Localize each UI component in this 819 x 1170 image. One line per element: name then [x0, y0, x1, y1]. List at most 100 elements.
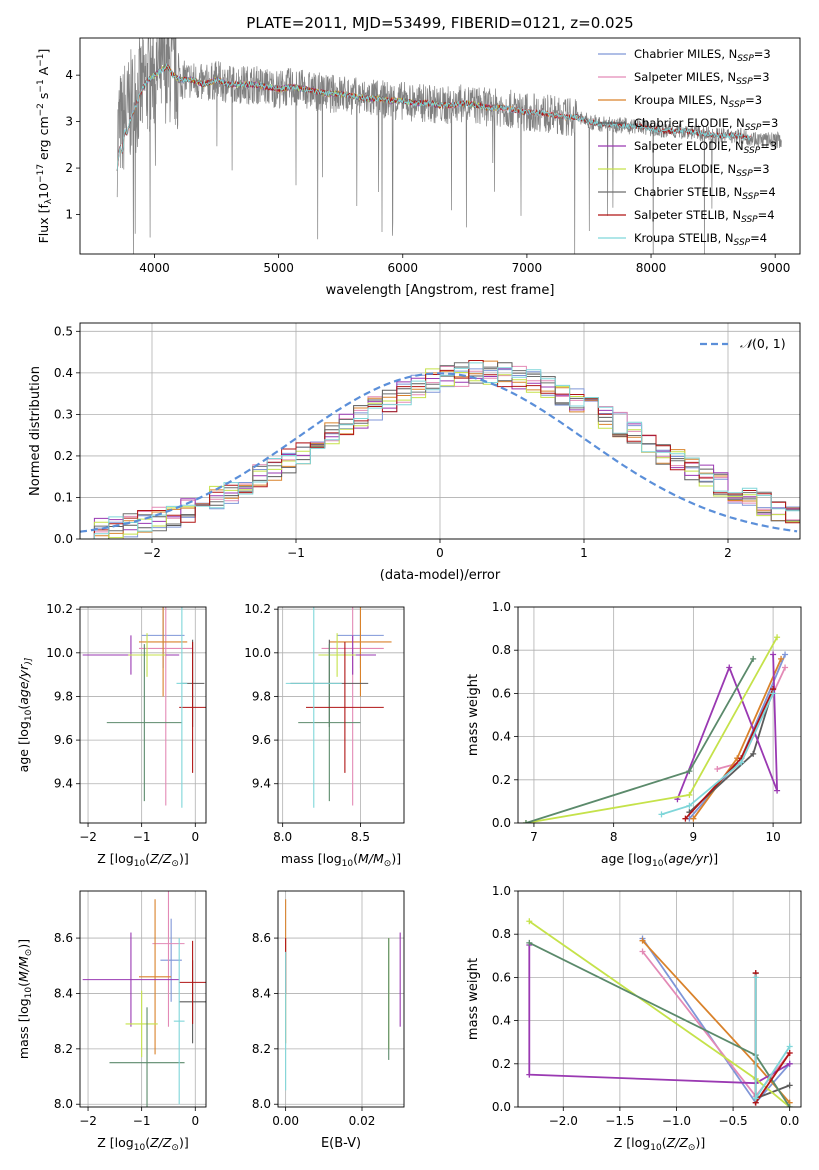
legend-entry: Salpeter MILES, NSSP=3 — [634, 70, 770, 87]
weight-marker — [714, 766, 721, 772]
errorbar-point — [306, 641, 384, 773]
y-tick-label: 8.4 — [54, 986, 73, 1000]
x-axis-label: age [log10(age/yr)] — [601, 851, 718, 869]
x-tick-label: 10 — [765, 830, 780, 844]
weight-marker — [686, 791, 693, 798]
weight-line — [661, 693, 774, 816]
x-axis-label: Z [log10(Z/Z⊙)] — [614, 1135, 705, 1153]
x-tick-label: 6000 — [387, 261, 418, 275]
y-tick-label: 10.2 — [46, 602, 73, 616]
y-tick-label: 9.8 — [54, 689, 73, 703]
errorbar-point — [138, 607, 188, 697]
y-tick-label: 0.2 — [54, 449, 73, 463]
axes-frame — [277, 890, 405, 1108]
weight-line — [641, 940, 791, 1104]
x-tick-label: −1 — [133, 1114, 151, 1128]
legend-entry: 𝒩(0, 1) — [740, 336, 786, 351]
weight-marker — [682, 815, 689, 822]
x-tick-label: 0 — [191, 830, 199, 844]
x-tick-label: 9000 — [760, 261, 791, 275]
x-axis-label: Z [log10(Z/Z⊙)] — [97, 851, 188, 869]
weight-marker — [786, 1043, 793, 1050]
x-tick-label: 7000 — [512, 261, 543, 275]
y-tick-label: 8.4 — [252, 986, 271, 1000]
x-tick-label: −1.0 — [662, 1114, 691, 1128]
x-tick-label: −2 — [79, 1114, 97, 1128]
weight-marker — [778, 655, 785, 662]
weight-marker — [752, 974, 759, 981]
y-tick-label: 0.5 — [54, 324, 73, 338]
x-tick-label: −2.0 — [549, 1114, 578, 1128]
x-tick-label: 0 — [436, 546, 444, 560]
weight-line — [528, 945, 791, 1085]
y-tick-label: 0.8 — [492, 643, 511, 657]
y-tick-label: 1 — [65, 208, 73, 222]
x-axis-label: E(B-V) — [321, 1136, 361, 1151]
plot-area — [526, 918, 793, 1107]
y-tick-label: 0.0 — [492, 1100, 511, 1114]
errorbar-point — [125, 990, 158, 1058]
panel-mass-vs-Z: −2 −1 0 8.0 8.2 8.4 8.6 Z [log10(Z/Z⊙)] mass [lo… — [16, 890, 207, 1153]
y-axis-label: mass weight — [466, 674, 481, 756]
y-tick-label: 0.8 — [492, 927, 511, 941]
y-tick-label: 9.6 — [252, 733, 271, 747]
errorbar-point — [179, 641, 206, 773]
y-tick-label: 0.4 — [492, 730, 511, 744]
y-tick-label: 9.8 — [252, 689, 271, 703]
panel-weight-vs-age: 7 8 9 10 0.0 0.2 0.4 0.6 0.8 1.0 age [log10(age/yr… — [466, 600, 802, 869]
weight-marker — [726, 664, 733, 671]
panel-residuals: −2 −1 0 1 2 0.0 0.1 0.2 0.3 0.4 0.5 𝒩(0, 1) (data-mo… — [28, 322, 801, 583]
weight-marker — [526, 918, 533, 925]
figure-title: PLATE=2011, MJD=53499, FIBERID=0121, z=0… — [246, 14, 633, 32]
x-tick-label: 0.02 — [349, 1114, 376, 1128]
plot-area — [80, 360, 800, 539]
weight-marker — [686, 768, 693, 775]
y-tick-label: 2 — [65, 161, 73, 175]
x-tick-label: 1 — [580, 546, 588, 560]
y-axis-label: mass weight — [466, 958, 481, 1040]
y-tick-label: 8.6 — [252, 931, 271, 945]
x-tick-label: 8 — [610, 830, 618, 844]
plot-area — [82, 607, 206, 808]
plot-area — [285, 899, 401, 1091]
y-tick-label: 10.0 — [244, 646, 271, 660]
weight-marker — [752, 1095, 759, 1102]
weight-marker — [786, 1082, 793, 1089]
weight-line — [525, 636, 778, 823]
legend-entry: Chabrier STELIB, NSSP=4 — [634, 185, 776, 202]
panel-weight-vs-Z: −2.0 −1.5 −1.0 −0.5 0.0 0.0 0.2 0.4 0.6 0.8 1.0 Z [… — [466, 884, 802, 1153]
model-spectrum-line — [116, 62, 751, 171]
y-tick-label: 9.6 — [54, 733, 73, 747]
errorbar-point — [329, 607, 392, 697]
x-tick-label: 2 — [724, 546, 732, 560]
x-tick-label: 0.0 — [780, 1114, 799, 1128]
residuals-legend: 𝒩(0, 1) — [700, 336, 786, 351]
y-tick-label: 0.4 — [54, 366, 73, 380]
weight-marker — [522, 820, 529, 823]
y-axis-label: Normed distribution — [28, 366, 43, 496]
errorbar-point — [138, 899, 172, 1055]
errorbar-point — [179, 940, 206, 1024]
x-tick-label: −2 — [143, 546, 161, 560]
weight-marker — [526, 1071, 533, 1078]
normal-reference-curve — [80, 372, 798, 533]
weight-marker — [526, 939, 533, 946]
weight-marker — [750, 655, 757, 662]
y-tick-label: 8.6 — [54, 931, 73, 945]
residual-histogram — [80, 360, 800, 539]
errorbar-point — [106, 644, 182, 802]
plot-area — [82, 891, 206, 1107]
model-spectrum-line — [116, 64, 751, 171]
x-tick-label: −1 — [287, 546, 305, 560]
axes-frame — [517, 890, 802, 1108]
x-tick-label: −1.5 — [605, 1114, 634, 1128]
y-tick-label: 0.6 — [492, 970, 511, 984]
errorbar-point — [176, 607, 188, 808]
weight-marker — [639, 937, 646, 944]
errorbar-point — [173, 938, 185, 1105]
panel-spectrum: 4000 5000 6000 7000 8000 9000 1 2 3 4 Chabrier MIL… — [36, 37, 801, 298]
legend-entry: Salpeter ELODIE, NSSP=3 — [634, 139, 777, 156]
x-tick-label: 7 — [530, 830, 538, 844]
x-tick-label: 8000 — [636, 261, 667, 275]
errorbar-point — [318, 633, 356, 677]
